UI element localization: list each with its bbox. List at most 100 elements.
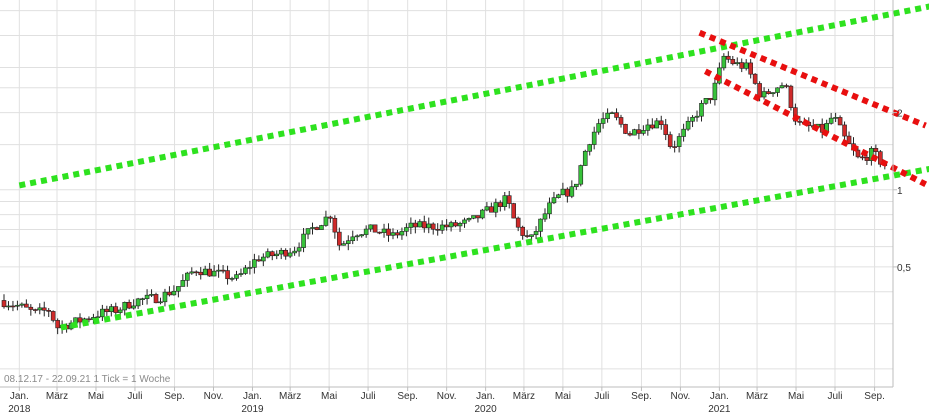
candle-down: [113, 306, 119, 313]
candle-up: [582, 150, 588, 166]
candle-down: [207, 268, 212, 277]
candle-down: [739, 62, 745, 69]
candle-up: [828, 117, 834, 124]
candle-up: [140, 298, 145, 300]
candle-down: [842, 124, 847, 137]
candle-up: [122, 301, 128, 311]
candle-up: [144, 294, 150, 299]
candle-up: [274, 253, 280, 257]
candle-up: [6, 305, 11, 308]
candle-down: [515, 217, 521, 228]
candle-up: [569, 186, 575, 197]
candle-up: [341, 243, 347, 246]
candle-down: [167, 291, 172, 296]
candle-down: [413, 222, 418, 228]
chart-footer: 08.12.17 - 22.09.21 1 Tick = 1 Woche: [4, 374, 171, 385]
candle-down: [46, 310, 52, 312]
candle-up: [609, 112, 615, 114]
candle-up: [681, 128, 686, 137]
candle-up: [641, 130, 646, 134]
candle-down: [220, 269, 226, 272]
x-year-label: 2021: [708, 404, 731, 415]
x-year-label: 2018: [8, 404, 31, 415]
x-tick-label: Juli: [127, 391, 142, 402]
candle-up: [591, 131, 597, 145]
candle-up: [471, 215, 476, 219]
x-tick-label: Jan.: [10, 391, 29, 402]
candle-up: [685, 120, 691, 130]
candle-down: [623, 123, 628, 134]
candle-down: [497, 202, 503, 207]
candle-up: [100, 308, 105, 318]
candle-up: [600, 118, 606, 124]
candle-up: [238, 273, 244, 275]
candle-up: [162, 291, 168, 303]
x-tick-label: Jan.: [710, 391, 729, 402]
candle-up: [189, 271, 195, 274]
candle-up: [493, 202, 499, 213]
x-tick-label: Mai: [88, 391, 104, 402]
candle-up: [484, 206, 490, 211]
grid: [0, 0, 893, 387]
candle-down: [395, 232, 400, 236]
candle-down: [153, 294, 159, 304]
y-tick-label: 2: [897, 109, 903, 120]
candle-up: [354, 235, 360, 238]
candle-down: [565, 188, 570, 197]
x-tick-label: Juli: [594, 391, 609, 402]
candle-up: [243, 267, 248, 274]
candle-up: [439, 224, 445, 231]
candle-down: [32, 309, 38, 311]
candle-up: [310, 227, 315, 229]
candle-down: [198, 271, 204, 276]
candle-down: [24, 303, 29, 308]
candle-up: [345, 240, 351, 244]
candle-down: [10, 305, 16, 308]
x-tick-label: Sep.: [397, 391, 418, 402]
candle-up: [305, 228, 311, 235]
candle-down: [28, 306, 34, 310]
candle-down: [453, 222, 458, 227]
x-tick-label: Mai: [321, 391, 337, 402]
candle-down: [86, 318, 92, 321]
candle-up: [229, 278, 235, 280]
candle-up: [117, 309, 123, 313]
candle-down: [506, 195, 512, 204]
x-tick-label: Mai: [788, 391, 804, 402]
x-tick-label: März: [746, 391, 768, 402]
candle-up: [533, 231, 539, 236]
candle-up: [605, 112, 610, 119]
candle-up: [261, 256, 266, 262]
y-tick-label: 0,5: [897, 263, 911, 274]
trend-line-upper-down: [698, 29, 927, 129]
candle-down: [864, 156, 870, 161]
candle-down: [627, 133, 633, 136]
candle-down: [726, 55, 731, 60]
candle-down: [837, 117, 843, 126]
candle-up: [176, 286, 181, 292]
candle-down: [430, 223, 436, 230]
candle-down: [55, 320, 60, 329]
candle-up: [462, 219, 467, 224]
candle-up: [426, 223, 432, 229]
candles: [1, 51, 888, 335]
candle-up: [645, 124, 651, 131]
candle-down: [104, 308, 110, 313]
candle-down: [77, 317, 83, 323]
x-tick-label: Jan.: [243, 391, 262, 402]
candle-up: [587, 144, 593, 152]
candle-up: [466, 218, 472, 221]
candle-up: [775, 87, 780, 93]
candle-down: [489, 206, 494, 213]
candle-down: [372, 224, 378, 233]
candle-down: [748, 62, 753, 75]
candle-down: [752, 73, 758, 84]
candle-down: [314, 227, 320, 230]
candle-up: [37, 307, 43, 311]
candle-down: [225, 270, 230, 280]
candle-up: [551, 197, 557, 204]
candle-up: [596, 123, 601, 133]
x-axis: Jan. 2018 März Mai Juli Sep. Nov. Jan. 2019 März M…: [8, 387, 885, 415]
candle-up: [690, 116, 695, 122]
